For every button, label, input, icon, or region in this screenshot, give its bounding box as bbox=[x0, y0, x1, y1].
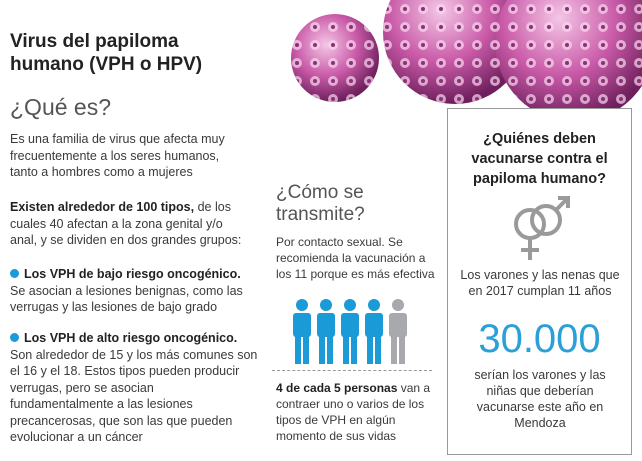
text: van a contraer uno o varios de los tipos… bbox=[276, 381, 431, 443]
person-icon-gray bbox=[389, 299, 407, 364]
virus-particles bbox=[291, 0, 642, 122]
bold-lead: Los VPH de bajo riesgo oncogénico. bbox=[24, 267, 241, 281]
people-icons bbox=[293, 299, 407, 364]
big-number: 30.000 bbox=[478, 317, 601, 361]
bullet bbox=[10, 269, 19, 278]
paragraph: Los varones y las nenas que en 2017 cump… bbox=[460, 268, 620, 298]
gender-icon bbox=[514, 196, 570, 260]
text: de los cuales 40 afectan a la zona genit… bbox=[10, 200, 242, 247]
title-line: humano (VPH o HPV) bbox=[10, 54, 203, 75]
title: Virus del papiloma humano (VPH o HPV) bbox=[10, 30, 202, 76]
box-heading: ¿Quiénes deben vacunarse contra el papil… bbox=[471, 131, 608, 187]
section-heading: ¿Cómo se transmite? bbox=[276, 182, 365, 225]
person-icons-blue bbox=[293, 299, 383, 364]
bold-lead: 4 de cada 5 personas bbox=[276, 381, 398, 395]
title-line: Virus del papiloma bbox=[10, 31, 179, 52]
bullet-item: Los VPH de bajo riesgo oncogénico. Se aso… bbox=[10, 266, 255, 316]
divider bbox=[272, 370, 432, 371]
bullet bbox=[10, 333, 19, 342]
bold-lead: Los VPH de alto riesgo oncogénico. bbox=[24, 331, 238, 345]
text: Se asocian a lesiones benignas, como las… bbox=[10, 283, 243, 315]
section-heading: ¿Qué es? bbox=[10, 94, 111, 120]
vaccination-box: ¿Quiénes deben vacunarse contra el papil… bbox=[447, 108, 632, 455]
paragraph: Es una familia de virus que afecta muy f… bbox=[10, 132, 225, 179]
paragraph: Por contacto sexual. Se recomienda la va… bbox=[276, 235, 435, 281]
paragraph: Existen alrededor de 100 tipos, de los c… bbox=[10, 199, 250, 249]
bullet-item: Los VPH de alto riesgo oncogénico. Son al… bbox=[10, 330, 260, 446]
paragraph: serían los varones y las niñas que deber… bbox=[474, 368, 606, 430]
paragraph: 4 de cada 5 personas van a contraer uno … bbox=[276, 380, 436, 444]
bold-lead: Existen alrededor de 100 tipos, bbox=[10, 200, 195, 214]
text: Son alrededor de 15 y los más comunes so… bbox=[10, 347, 258, 445]
virus-illustration bbox=[291, 0, 642, 122]
